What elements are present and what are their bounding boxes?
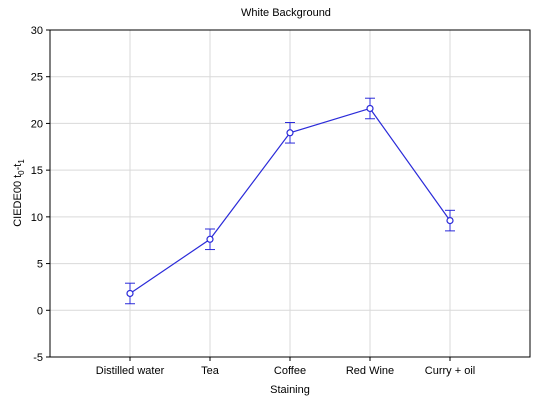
y-axis-label-subscript-2: 1 xyxy=(17,159,26,164)
data-point xyxy=(446,216,454,225)
y-axis-ticks: -5 0 5 10 15 20 25 30 xyxy=(31,25,50,364)
x-tick-label: Tea xyxy=(201,365,220,377)
y-tick-label: 30 xyxy=(31,25,43,37)
x-tick-label: Coffee xyxy=(274,365,306,377)
data-point xyxy=(206,235,214,243)
y-tick-label: 25 xyxy=(31,72,43,84)
y-tick-label: 5 xyxy=(37,259,43,271)
y-tick-label: 15 xyxy=(31,165,43,177)
x-tick-label: Distilled water xyxy=(96,365,165,377)
x-tick-label: Red Wine xyxy=(346,365,394,377)
y-tick-label: -5 xyxy=(33,352,43,364)
y-axis-label-mid: -t xyxy=(12,164,24,171)
data-point xyxy=(366,104,374,113)
series-group xyxy=(125,97,455,305)
y-tick-label: 0 xyxy=(37,305,43,317)
data-point xyxy=(286,129,294,137)
y-tick-label: 10 xyxy=(31,212,43,224)
grid-lines xyxy=(50,30,530,357)
x-tick-label: Curry + oil xyxy=(425,365,475,377)
chart-title: White Background xyxy=(241,7,331,19)
y-axis-label-subscript-1: 0 xyxy=(17,170,26,175)
x-axis-label: Staining xyxy=(270,384,310,396)
y-tick-label: 20 xyxy=(31,118,43,130)
data-point xyxy=(126,289,134,298)
y-axis-label-main: CIEDE00 t xyxy=(12,175,24,227)
x-axis-ticks: Distilled water Tea Coffee Red Wine Curry + … xyxy=(96,357,475,377)
y-axis-label: CIEDE00 t0-t1 xyxy=(12,159,26,227)
